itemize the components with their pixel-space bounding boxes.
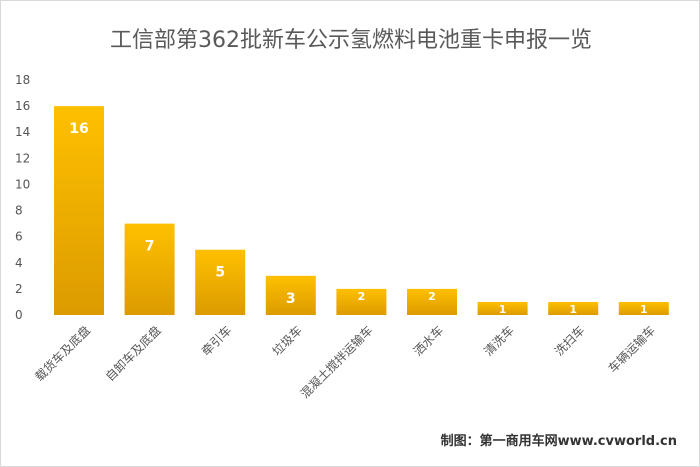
bar xyxy=(548,301,599,315)
category-label: 车辆运输车 xyxy=(605,323,658,376)
y-tick-label: 4 xyxy=(15,256,23,270)
category-label: 混凝土搅拌运输车 xyxy=(297,323,375,401)
chart-credit: 制图：第一商用车网www.cvworld.cn xyxy=(441,433,677,449)
y-tick-label: 8 xyxy=(15,204,23,218)
category-label: 自卸车及底盘 xyxy=(102,323,164,385)
data-label: 5 xyxy=(215,265,225,281)
data-label: 16 xyxy=(69,121,88,137)
category-label: 垃圾车 xyxy=(269,323,305,359)
data-label: 2 xyxy=(358,290,366,303)
bar xyxy=(124,223,175,315)
bar xyxy=(54,106,104,315)
bar xyxy=(618,301,669,315)
data-label: 1 xyxy=(640,303,648,316)
y-tick-label: 2 xyxy=(15,282,23,296)
data-label: 2 xyxy=(428,290,436,303)
bars: 16 7 5 3 2 2 1 1 1 xyxy=(54,106,669,316)
category-label: 清洗车 xyxy=(481,323,517,359)
bar xyxy=(477,301,528,315)
data-label: 1 xyxy=(569,303,577,316)
chart-title: 工信部第362批新车公示氢燃料电池重卡申报一览 xyxy=(110,28,592,53)
y-tick-label: 0 xyxy=(15,308,23,322)
category-label: 洗扫车 xyxy=(551,323,587,359)
category-label: 牵引车 xyxy=(198,323,234,359)
y-axis: 0 2 4 6 8 10 12 14 16 18 xyxy=(15,73,30,322)
y-tick-label: 18 xyxy=(15,73,30,87)
category-label: 洒水车 xyxy=(410,323,446,359)
data-label: 7 xyxy=(145,239,155,255)
category-label: 载货车及底盘 xyxy=(32,323,94,385)
bar xyxy=(195,249,246,315)
bar xyxy=(407,288,457,315)
y-tick-label: 16 xyxy=(15,99,30,113)
y-tick-label: 14 xyxy=(15,125,30,139)
data-label: 3 xyxy=(286,291,296,307)
y-tick-label: 10 xyxy=(15,177,30,191)
y-tick-label: 6 xyxy=(15,230,23,244)
bar xyxy=(336,288,387,315)
data-label: 1 xyxy=(499,303,507,316)
bar xyxy=(265,275,316,315)
y-tick-label: 12 xyxy=(15,151,30,165)
